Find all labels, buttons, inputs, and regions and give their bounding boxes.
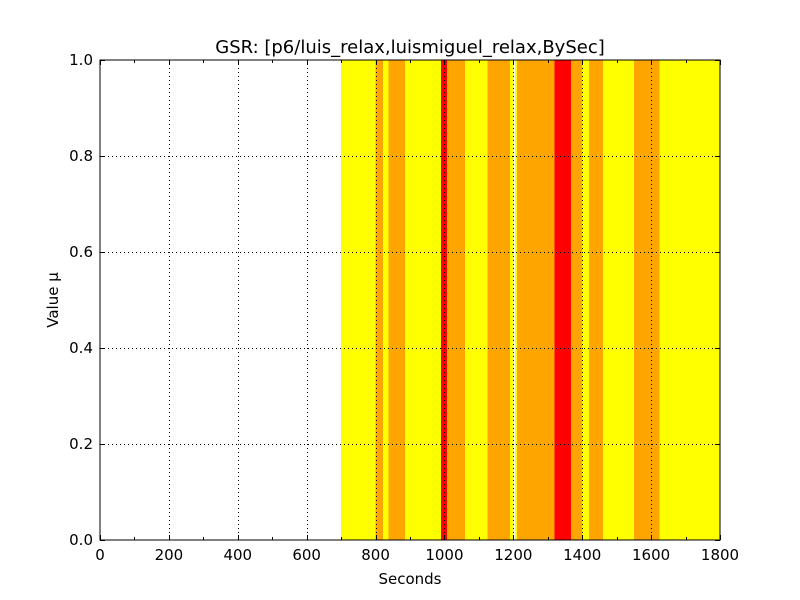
y-tick-label: 0.0 <box>69 531 93 549</box>
x-tick-label: 400 <box>223 546 252 564</box>
band-orange-1 <box>375 60 384 540</box>
band-orange-15 <box>589 60 603 540</box>
y-tick-label: 1.0 <box>69 51 93 69</box>
band-orange-8 <box>487 60 510 540</box>
y-tick-label: 0.2 <box>69 435 93 453</box>
x-tick-label: 600 <box>292 546 321 564</box>
y-tick-label: 0.6 <box>69 243 93 261</box>
chart-title: GSR: [p6/luis_relax,luismiguel_relax,ByS… <box>215 37 605 58</box>
x-tick-label: 1200 <box>494 546 532 564</box>
band-yellow-18 <box>659 60 720 540</box>
y-axis-label: Value μ <box>44 272 62 328</box>
band-yellow-2 <box>383 60 389 540</box>
band-yellow-16 <box>602 60 634 540</box>
band-yellow-9 <box>509 60 514 540</box>
x-tick-label: 1600 <box>632 546 670 564</box>
x-axis-label: Seconds <box>378 570 441 588</box>
x-tick-label: 1000 <box>425 546 463 564</box>
x-tick-label: 200 <box>155 546 184 564</box>
y-axis: 0.0 0.2 0.4 0.6 0.8 1.0 <box>69 51 720 549</box>
band-yellow-14 <box>582 60 590 540</box>
x-tick-label: 800 <box>361 546 390 564</box>
band-yellow-10 <box>515 60 517 540</box>
band-orange-3 <box>388 60 405 540</box>
band-orange-11 <box>516 60 555 540</box>
x-axis: 0 200 400 600 800 1000 1200 1400 1600 1800 <box>95 60 739 564</box>
band-yellow-0 <box>341 60 376 540</box>
grid-layer <box>100 60 720 540</box>
band-yellow-4 <box>404 60 441 540</box>
band-red-12 <box>554 60 572 540</box>
band-orange-13 <box>571 60 583 540</box>
bands-layer <box>341 60 720 540</box>
y-tick-label: 0.8 <box>69 147 93 165</box>
band-yellow-7 <box>465 60 488 540</box>
y-tick-label: 0.4 <box>69 339 93 357</box>
x-tick-label: 1800 <box>701 546 739 564</box>
x-tick-label: 1400 <box>563 546 601 564</box>
x-tick-label: 0 <box>95 546 105 564</box>
band-orange-17 <box>633 60 660 540</box>
band-orange-6 <box>447 60 466 540</box>
